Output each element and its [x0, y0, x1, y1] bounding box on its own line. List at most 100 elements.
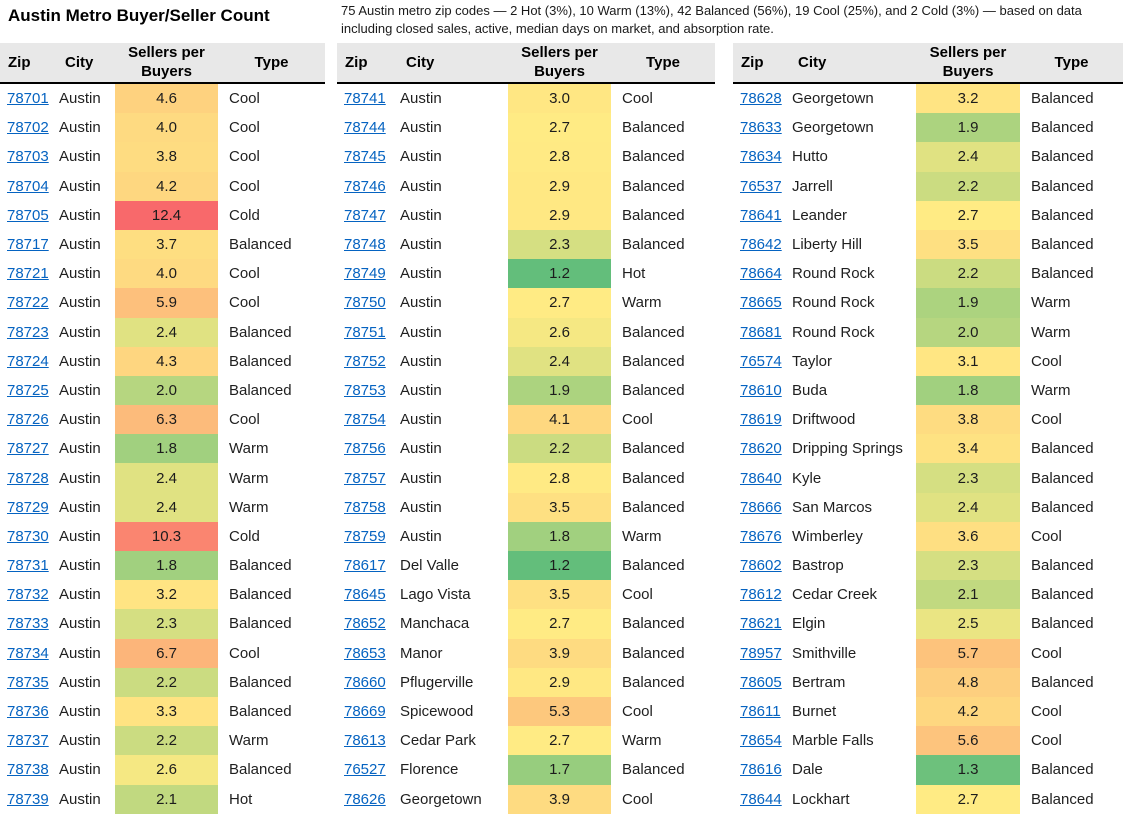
- zip-link[interactable]: 78705: [7, 206, 49, 224]
- zip-cell: 78621: [733, 609, 790, 638]
- zip-link[interactable]: 76537: [740, 177, 782, 195]
- header-type: Type: [218, 43, 325, 84]
- zip-link[interactable]: 78621: [740, 615, 782, 633]
- zip-link[interactable]: 78722: [7, 294, 49, 312]
- zip-link[interactable]: 78717: [7, 236, 49, 254]
- zip-link[interactable]: 78741: [344, 90, 386, 108]
- city-cell: Georgetown: [400, 790, 482, 808]
- zip-link[interactable]: 78612: [740, 586, 782, 604]
- city-cell: San Marcos: [792, 498, 873, 516]
- zip-link[interactable]: 78701: [7, 90, 49, 108]
- zip-link[interactable]: 78645: [344, 586, 386, 604]
- zip-link[interactable]: 78602: [740, 557, 782, 575]
- zip-link[interactable]: 78681: [740, 323, 782, 341]
- zip-link[interactable]: 78652: [344, 615, 386, 633]
- zip-link[interactable]: 78728: [7, 469, 49, 487]
- zip-cell: 78666: [733, 493, 790, 522]
- table-row: 78641 Leander 2.7 Balanced: [733, 200, 1123, 230]
- zip-link[interactable]: 78620: [740, 440, 782, 458]
- zip-link[interactable]: 78605: [740, 673, 782, 691]
- sellers-per-buyers-cell: 2.7: [508, 113, 611, 143]
- zip-link[interactable]: 78613: [344, 732, 386, 750]
- zip-link[interactable]: 78750: [344, 294, 386, 312]
- zip-link[interactable]: 78641: [740, 206, 782, 224]
- zip-link[interactable]: 78751: [344, 323, 386, 341]
- zip-link[interactable]: 78619: [740, 411, 782, 429]
- zip-link[interactable]: 78754: [344, 411, 386, 429]
- zip-link[interactable]: 78744: [344, 119, 386, 137]
- zip-link[interactable]: 78660: [344, 673, 386, 691]
- city-cell: Austin: [59, 294, 101, 312]
- zip-link[interactable]: 78752: [344, 352, 386, 370]
- zip-link[interactable]: 78642: [740, 236, 782, 254]
- zip-link[interactable]: 78653: [344, 644, 386, 662]
- market-type-cell: Balanced: [229, 323, 292, 341]
- market-type-cell: Cool: [622, 703, 653, 721]
- zip-link[interactable]: 78664: [740, 265, 782, 283]
- zip-cell: 78616: [733, 755, 790, 784]
- zip-link[interactable]: 76574: [740, 352, 782, 370]
- zip-link[interactable]: 78704: [7, 177, 49, 195]
- zip-link[interactable]: 78736: [7, 703, 49, 721]
- zip-link[interactable]: 78731: [7, 557, 49, 575]
- zip-link[interactable]: 78957: [740, 644, 782, 662]
- zip-link[interactable]: 78644: [740, 790, 782, 808]
- sellers-per-buyers-cell: 5.3: [508, 696, 611, 727]
- market-type-cell: Balanced: [1031, 90, 1094, 108]
- zip-link[interactable]: 78757: [344, 469, 386, 487]
- zip-link[interactable]: 78723: [7, 323, 49, 341]
- zip-link[interactable]: 78626: [344, 790, 386, 808]
- zip-link[interactable]: 78737: [7, 732, 49, 750]
- city-cell: Austin: [59, 90, 101, 108]
- zip-link[interactable]: 78628: [740, 90, 782, 108]
- zip-link[interactable]: 78640: [740, 469, 782, 487]
- market-type-cell: Balanced: [229, 703, 292, 721]
- zip-link[interactable]: 78758: [344, 498, 386, 516]
- zip-link[interactable]: 78738: [7, 761, 49, 779]
- zip-link[interactable]: 78749: [344, 265, 386, 283]
- zip-link[interactable]: 78733: [7, 615, 49, 633]
- zip-link[interactable]: 78746: [344, 177, 386, 195]
- sellers-per-buyers-cell: 2.5: [916, 609, 1020, 639]
- zip-link[interactable]: 78727: [7, 440, 49, 458]
- market-type-cell: Balanced: [622, 206, 685, 224]
- zip-link[interactable]: 78747: [344, 206, 386, 224]
- zip-link[interactable]: 78616: [740, 761, 782, 779]
- zip-cell: 78749: [337, 259, 398, 288]
- table-row: 78731 Austin 1.8 Balanced: [0, 551, 325, 581]
- zip-link[interactable]: 78748: [344, 236, 386, 254]
- zip-link[interactable]: 78729: [7, 498, 49, 516]
- zip-link[interactable]: 78732: [7, 586, 49, 604]
- zip-link[interactable]: 78726: [7, 411, 49, 429]
- zip-link[interactable]: 78611: [740, 703, 781, 721]
- zip-link[interactable]: 78665: [740, 294, 782, 312]
- zip-link[interactable]: 78721: [7, 265, 49, 283]
- zip-link[interactable]: 78702: [7, 119, 49, 137]
- zip-link[interactable]: 78666: [740, 498, 782, 516]
- zip-link[interactable]: 78724: [7, 352, 49, 370]
- zip-link[interactable]: 78703: [7, 148, 49, 166]
- zip-link[interactable]: 78669: [344, 703, 386, 721]
- sellers-per-buyers-cell: 2.7: [508, 609, 611, 639]
- zip-link[interactable]: 78617: [344, 557, 386, 575]
- zip-link[interactable]: 78654: [740, 732, 782, 750]
- zip-link[interactable]: 78735: [7, 673, 49, 691]
- zip-link[interactable]: 78753: [344, 381, 386, 399]
- zip-link[interactable]: 78676: [740, 527, 782, 545]
- zip-link[interactable]: 78730: [7, 527, 49, 545]
- page-title: Austin Metro Buyer/Seller Count: [8, 6, 270, 25]
- zip-link[interactable]: 78633: [740, 119, 782, 137]
- zip-link[interactable]: 78610: [740, 381, 782, 399]
- zip-link[interactable]: 78734: [7, 644, 49, 662]
- city-cell: Round Rock: [792, 265, 875, 283]
- zip-link[interactable]: 78759: [344, 527, 386, 545]
- table-row: 78722 Austin 5.9 Cool: [0, 288, 325, 318]
- sellers-per-buyers-cell: 3.4: [916, 434, 1020, 464]
- zip-link[interactable]: 78756: [344, 440, 386, 458]
- zip-link[interactable]: 78725: [7, 381, 49, 399]
- market-type-cell: Cool: [229, 265, 260, 283]
- zip-link[interactable]: 78745: [344, 148, 386, 166]
- zip-link[interactable]: 78634: [740, 148, 782, 166]
- zip-link[interactable]: 78739: [7, 790, 49, 808]
- zip-link[interactable]: 76527: [344, 761, 386, 779]
